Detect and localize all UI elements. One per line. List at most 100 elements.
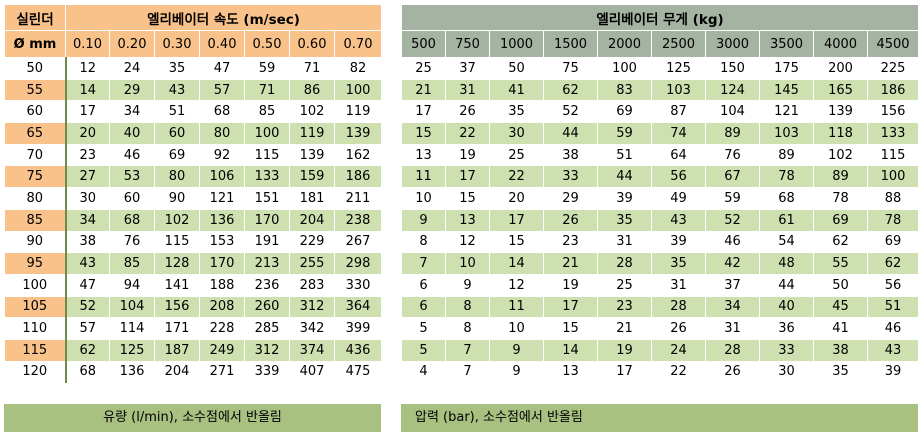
pressure-cell: 44	[543, 122, 598, 145]
pressure-cell: 28	[597, 252, 652, 275]
flow-rate-cell: 159	[289, 165, 335, 189]
table-row: 115 62 125 187 249 312 374 436	[4, 338, 382, 362]
pressure-cell: 39	[867, 360, 919, 384]
flow-rate-cell: 228	[199, 317, 245, 340]
pressure-cell: 59	[705, 187, 760, 210]
pressure-cell: 41	[489, 78, 544, 102]
pressure-cell: 118	[813, 122, 868, 145]
flow-rate-cell: 204	[289, 208, 335, 232]
flow-rate-cell: 136	[199, 208, 245, 232]
flow-rate-cell: 255	[289, 252, 335, 275]
flow-rate-cell: 191	[244, 230, 290, 254]
cylinder-diameter-cell: 90	[4, 230, 67, 254]
weight-header-cell: 4000	[813, 30, 868, 58]
pressure-cell: 9	[489, 338, 544, 362]
pressure-cell: 43	[651, 208, 706, 232]
flow-rate-cell: 100	[244, 122, 290, 145]
flow-rate-cell: 114	[109, 317, 155, 340]
pressure-cell: 59	[597, 122, 652, 145]
table-row: 105 52 104 156 208 260 312 364	[4, 295, 382, 319]
table-row: 10 15 20 29 39 49 59 68 78 88	[401, 187, 919, 210]
flow-rate-cell: 170	[199, 252, 245, 275]
pressure-cell: 17	[401, 100, 446, 124]
pressure-cell: 11	[401, 165, 446, 189]
flow-rate-cell: 90	[154, 187, 200, 210]
pressure-cell: 23	[597, 295, 652, 319]
flow-rate-cell: 23	[65, 143, 110, 167]
flow-rate-table: 실린더 엘리베이터 속도 (m/sec) Ø mm 0.10 0.20 0.30 0.…	[4, 4, 382, 384]
pressure-cell: 8	[445, 295, 490, 319]
pressure-table: 엘리베이터 무게 (kg) 500 750 1000 1500 2000 2500 3000…	[401, 4, 919, 384]
cylinder-diameter-cell: 110	[4, 317, 67, 340]
pressure-cell: 6	[401, 273, 446, 297]
flow-rate-cell: 69	[154, 143, 200, 167]
pressure-cell: 6	[401, 295, 446, 319]
cylinder-diameter-cell: 55	[4, 78, 67, 102]
table-row: 90 38 76 115 153 191 229 267	[4, 230, 382, 254]
pressure-cell: 12	[445, 230, 490, 254]
pressure-cell: 87	[651, 100, 706, 124]
table-row: 6 8 11 17 23 28 34 40 45 51	[401, 295, 919, 319]
flow-rate-cell: 94	[109, 273, 155, 297]
flow-rate-cell: 52	[65, 295, 110, 319]
weight-header-cell: 500	[401, 30, 446, 58]
pressure-cell: 12	[489, 273, 544, 297]
flow-rate-cell: 92	[199, 143, 245, 167]
cylinder-header-top: 실린더	[4, 4, 66, 31]
pressure-cell: 103	[759, 122, 814, 145]
pressure-cell: 78	[867, 208, 919, 232]
flow-rate-cell: 133	[244, 165, 290, 189]
pressure-cell: 51	[597, 143, 652, 167]
pressure-cell: 50	[813, 273, 868, 297]
flow-rate-cell: 46	[109, 143, 155, 167]
pressure-cell: 34	[705, 295, 760, 319]
pressure-cell: 17	[489, 208, 544, 232]
pressure-cell: 83	[597, 78, 652, 102]
flow-rate-cell: 76	[109, 230, 155, 254]
flow-rate-cell: 187	[154, 338, 200, 362]
flow-rate-cell: 80	[154, 165, 200, 189]
flow-rate-cell: 102	[154, 208, 200, 232]
flow-rate-cell: 71	[289, 57, 335, 80]
cylinder-diameter-cell: 120	[4, 360, 67, 384]
pressure-cell: 21	[597, 317, 652, 340]
flow-rate-cell: 285	[244, 317, 290, 340]
pressure-cell: 45	[813, 295, 868, 319]
pressure-cell: 22	[489, 165, 544, 189]
pressure-cell: 125	[651, 57, 706, 80]
pressure-cell: 7	[445, 360, 490, 384]
cylinder-diameter-cell: 75	[4, 165, 67, 189]
flow-rate-cell: 68	[199, 100, 245, 124]
pressure-cell: 5	[401, 317, 446, 340]
pressure-cell: 55	[813, 252, 868, 275]
flow-rate-cell: 115	[244, 143, 290, 167]
table-row: 7 10 14 21 28 35 42 48 55 62	[401, 252, 919, 275]
pressure-cell: 21	[543, 252, 598, 275]
flow-rate-cell: 186	[334, 165, 382, 189]
weight-header-cell: 1000	[489, 30, 544, 58]
pressure-cell: 14	[489, 252, 544, 275]
pressure-cell: 31	[597, 230, 652, 254]
pressure-cell: 133	[867, 122, 919, 145]
pressure-cell: 24	[651, 338, 706, 362]
flow-rate-cell: 162	[334, 143, 382, 167]
table-row: 55 14 29 43 57 71 86 100	[4, 78, 382, 102]
cylinder-diameter-cell: 60	[4, 100, 67, 124]
pressure-cell: 104	[705, 100, 760, 124]
flow-rate-cell: 271	[199, 360, 245, 384]
flow-rate-cell: 12	[65, 57, 110, 80]
flow-rate-cell: 85	[244, 100, 290, 124]
table-row: 80 30 60 90 121 151 181 211	[4, 187, 382, 210]
table-row: 17 26 35 52 69 87 104 121 139 156	[401, 100, 919, 124]
flow-rate-cell: 34	[109, 100, 155, 124]
flow-rate-cell: 53	[109, 165, 155, 189]
pressure-cell: 42	[705, 252, 760, 275]
flow-rate-cell: 249	[199, 338, 245, 362]
flow-rate-cell: 119	[289, 122, 335, 145]
pressure-cell: 25	[489, 143, 544, 167]
flow-rate-cell: 238	[334, 208, 382, 232]
pressure-cell: 100	[597, 57, 652, 80]
flow-rate-cell: 20	[65, 122, 110, 145]
pressure-cell: 31	[445, 78, 490, 102]
